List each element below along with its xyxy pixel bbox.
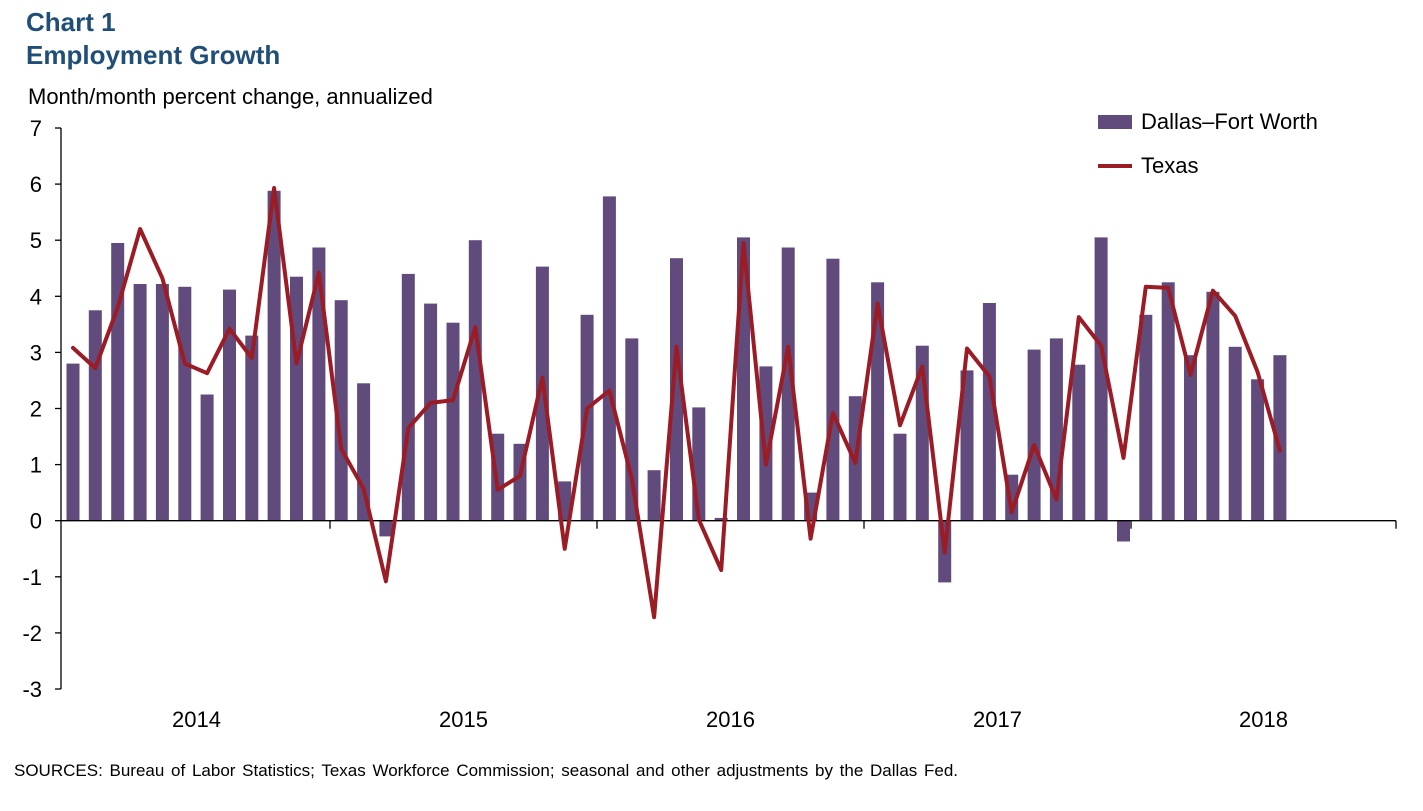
bar-dallas-fort-worth (178, 286, 192, 521)
bar-dallas-fort-worth (1228, 346, 1242, 521)
bar-dallas-fort-worth (1184, 355, 1197, 521)
bar-dallas-fort-worth (245, 335, 259, 521)
axis-labels: -3 -2 -1 0 1 2 3 4 5 6 7 2014 2015 2016 2017 2018 (22, 116, 1288, 732)
legend-swatch-bar (1098, 115, 1132, 129)
legend-label-dallas-fort-worth: Dallas–Fort Worth (1141, 109, 1318, 134)
y-tick-label: 0 (30, 509, 42, 534)
line-texas (71, 186, 1282, 620)
source-note: SOURCES: Bureau of Labor Statistics; Tex… (14, 761, 959, 780)
bar-dallas-fort-worth (1094, 237, 1108, 521)
bar-dallas-fort-worth (1139, 314, 1153, 521)
bar-dallas-fort-worth (155, 284, 169, 521)
y-tick-label: 3 (30, 340, 42, 365)
bar-dallas-fort-worth (200, 394, 214, 521)
y-tick-label: 2 (30, 397, 42, 422)
x-year-label: 2018 (1239, 707, 1288, 732)
y-tick-label: -2 (22, 621, 42, 646)
bar-dallas-fort-worth (468, 240, 482, 521)
bar-dallas-fort-worth (446, 322, 460, 521)
bar-dallas-fort-worth (781, 247, 795, 521)
legend: Dallas–Fort Worth Texas (1098, 100, 1318, 188)
x-year-label: 2015 (439, 707, 488, 732)
bar-dallas-fort-worth (714, 517, 728, 521)
bar-series-dallas-fort-worth (66, 190, 1287, 583)
bar-dallas-fort-worth (1206, 291, 1220, 521)
bar-dallas-fort-worth (692, 407, 706, 521)
bar-dallas-fort-worth (401, 273, 415, 521)
y-tick-label: -1 (22, 565, 42, 590)
y-tick-label: 4 (30, 284, 42, 309)
x-year-label: 2017 (973, 707, 1022, 732)
axes (55, 127, 1397, 690)
bar-dallas-fort-worth (312, 247, 326, 521)
bar-dallas-fort-worth (133, 284, 147, 521)
bar-dallas-fort-worth (1273, 355, 1287, 521)
line-series-texas (71, 186, 1282, 620)
x-year-label: 2014 (172, 707, 221, 732)
bar-dallas-fort-worth (424, 303, 438, 521)
y-axis-units-label: Month/month percent change, annualized (28, 84, 433, 109)
bar-dallas-fort-worth (223, 289, 236, 521)
chart-number: Chart 1 (26, 7, 116, 37)
y-tick-label: 1 (30, 453, 42, 478)
y-tick-label: 6 (30, 172, 42, 197)
legend-item-dallas-fort-worth: Dallas–Fort Worth (1098, 100, 1318, 144)
bar-dallas-fort-worth (871, 282, 885, 521)
bar-dallas-fort-worth (1117, 520, 1130, 542)
bar-dallas-fort-worth (535, 266, 549, 521)
bar-dallas-fort-worth (647, 470, 661, 521)
bar-dallas-fort-worth (1072, 364, 1086, 521)
bar-dallas-fort-worth (625, 338, 639, 521)
bar-dallas-fort-worth (602, 196, 616, 521)
bar-dallas-fort-worth (960, 370, 974, 521)
bar-dallas-fort-worth (759, 366, 773, 521)
legend-swatch-line (1098, 164, 1132, 168)
y-tick-label: -3 (22, 677, 42, 702)
legend-item-texas: Texas (1098, 144, 1318, 188)
bar-dallas-fort-worth (893, 433, 907, 521)
bar-dallas-fort-worth (66, 363, 80, 521)
bar-dallas-fort-worth (1027, 349, 1041, 521)
bar-dallas-fort-worth (334, 300, 348, 521)
y-tick-label: 5 (30, 228, 42, 253)
bar-dallas-fort-worth (379, 520, 393, 537)
chart-title: Chart 1 Employment Growth (26, 6, 280, 72)
chart-name: Employment Growth (26, 40, 281, 70)
bar-dallas-fort-worth (267, 190, 281, 521)
bar-dallas-fort-worth (670, 258, 683, 521)
bar-dallas-fort-worth (1251, 379, 1265, 521)
bar-dallas-fort-worth (88, 310, 102, 521)
bar-dallas-fort-worth (826, 258, 840, 521)
y-tick-label: 7 (30, 116, 42, 141)
legend-label-texas: Texas (1141, 153, 1199, 178)
bar-dallas-fort-worth (982, 303, 996, 521)
x-year-label: 2016 (706, 707, 755, 732)
bar-dallas-fort-worth (1161, 282, 1175, 521)
